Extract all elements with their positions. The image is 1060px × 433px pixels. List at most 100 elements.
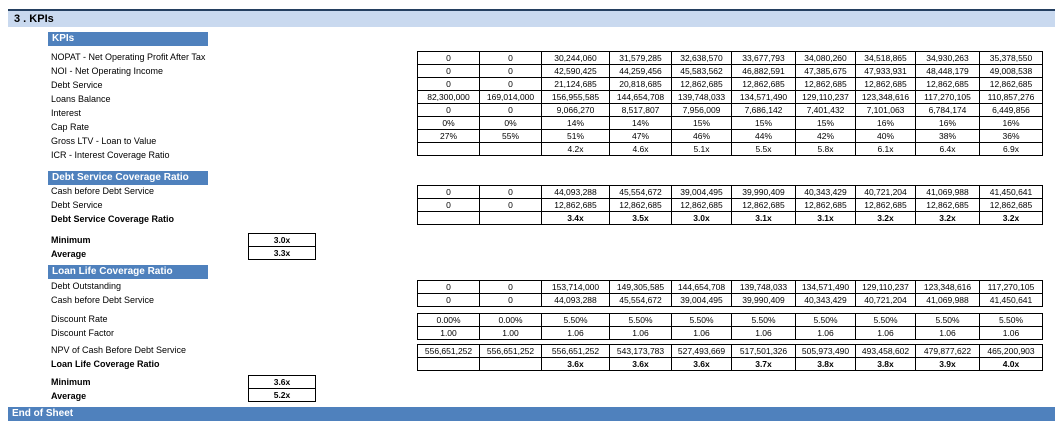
table-row: 0% 0% 14% 14% 15% 15% 15% 16% 16% 16% [417, 116, 1043, 130]
table-cell: 0 [479, 77, 542, 91]
table-cell: 1.06 [979, 326, 1043, 340]
table-cell: 5.50% [855, 313, 916, 327]
dscr-heading: Debt Service Coverage Ratio [48, 171, 208, 185]
table-cell: 45,554,672 [609, 185, 672, 199]
table-cell: 493,458,602 [855, 344, 916, 358]
table-cell: 0% [479, 116, 542, 130]
table-cell: 44,259,456 [609, 64, 672, 78]
table-cell: 479,877,622 [915, 344, 980, 358]
llcr-minimum-label: Minimum [51, 377, 91, 387]
table-cell: 47,933,931 [855, 64, 916, 78]
table-cell: 1.06 [609, 326, 672, 340]
table-cell: 45,554,672 [609, 293, 672, 307]
table-cell: 465,200,903 [979, 344, 1043, 358]
table-cell: 15% [671, 116, 732, 130]
table-cell: 34,080,260 [795, 51, 856, 65]
table-cell: 1.06 [795, 326, 856, 340]
table-cell: 0 [479, 293, 542, 307]
table-cell: 0 [479, 198, 542, 212]
section-header: 3 . KPIs [8, 11, 1055, 27]
llcr-average-label: Average [51, 391, 87, 401]
table-cell: 41,450,641 [979, 293, 1043, 307]
row-label: Debt Outstanding [51, 281, 122, 291]
table-cell: 4.2x [541, 142, 610, 156]
row-label: NPV of Cash Before Debt Service [51, 345, 187, 355]
table-cell: 134,571,490 [731, 90, 796, 104]
table-cell: 3.6x [609, 357, 672, 371]
table-row: 0 0 42,590,425 44,259,456 45,583,562 46,882,5… [417, 64, 1043, 78]
table-cell: 12,862,685 [855, 198, 916, 212]
row-label: Cash before Debt Service [51, 186, 155, 196]
table-cell: 3.6x [671, 357, 732, 371]
table-cell: 47,385,675 [795, 64, 856, 78]
table-cell: 34,930,263 [915, 51, 980, 65]
table-cell: 12,862,685 [979, 77, 1043, 91]
llcr-table-discount: 0.00% 0.00% 5.50% 5.50% 5.50% 5.50% 5.50% 5.50%… [417, 313, 1043, 340]
row-label: Debt Service [51, 80, 103, 90]
table-cell [417, 142, 480, 156]
table-cell: 0 [417, 77, 480, 91]
table-cell: 9,066,270 [541, 103, 610, 117]
table-row: 3.4x 3.5x 3.0x 3.1x 3.1x 3.2x 3.2x 3.2x [417, 211, 1043, 225]
dscr-average-label: Average [51, 249, 87, 259]
table-cell: 134,571,490 [795, 280, 856, 294]
table-cell: 12,862,685 [915, 198, 980, 212]
section-top-border [8, 9, 1055, 11]
table-cell: 40,343,429 [795, 293, 856, 307]
table-row: 27% 55% 51% 47% 46% 44% 42% 40% 38% 36% [417, 129, 1043, 143]
table-cell: 21,124,685 [541, 77, 610, 91]
table-cell: 15% [731, 116, 796, 130]
table-cell: 110,857,276 [979, 90, 1043, 104]
table-cell: 5.50% [979, 313, 1043, 327]
table-cell: 82,300,000 [417, 90, 480, 104]
table-cell: 139,748,033 [671, 90, 732, 104]
table-row: 3.6x 3.6x 3.6x 3.7x 3.8x 3.8x 3.9x 4.0x [417, 357, 1043, 371]
table-cell: 14% [609, 116, 672, 130]
table-cell: 129,110,237 [795, 90, 856, 104]
table-cell: 6,449,856 [979, 103, 1043, 117]
table-cell: 123,348,616 [915, 280, 980, 294]
llcr-summary-box: 3.6x 5.2x [248, 375, 316, 402]
table-cell: 3.6x [541, 357, 610, 371]
table-cell: 5.8x [795, 142, 856, 156]
table-row: 0 0 9,066,270 8,517,807 7,956,009 7,686,142 7,… [417, 103, 1043, 117]
llcr-heading: Loan Life Coverage Ratio [48, 265, 208, 279]
table-cell: 6.1x [855, 142, 916, 156]
table-cell: 3.0x [671, 211, 732, 225]
table-row: 82,300,000 169,014,000 156,955,585 144,654,… [417, 90, 1043, 104]
table-cell: 1.06 [541, 326, 610, 340]
table-cell: 12,862,685 [541, 198, 610, 212]
table-cell: 0 [417, 51, 480, 65]
table-cell: 3.1x [731, 211, 796, 225]
table-cell: 39,990,409 [731, 185, 796, 199]
table-cell: 36% [979, 129, 1043, 143]
table-cell: 16% [979, 116, 1043, 130]
table-cell: 46,882,591 [731, 64, 796, 78]
table-cell: 517,501,326 [731, 344, 796, 358]
table-cell: 42,590,425 [541, 64, 610, 78]
table-cell: 14% [541, 116, 610, 130]
table-cell: 40,343,429 [795, 185, 856, 199]
table-cell: 0% [417, 116, 480, 130]
table-cell: 12,862,685 [795, 77, 856, 91]
table-cell: 139,748,033 [731, 280, 796, 294]
row-label: Interest [51, 108, 82, 118]
table-cell: 55% [479, 129, 542, 143]
table-cell: 12,862,685 [671, 77, 732, 91]
end-of-sheet-label: End of Sheet [12, 408, 74, 419]
table-cell: 12,862,685 [979, 198, 1043, 212]
table-cell: 8,517,807 [609, 103, 672, 117]
table-cell: 7,401,432 [795, 103, 856, 117]
dscr-table: 0 0 44,093,288 45,554,672 39,004,495 39,990,4… [417, 185, 1043, 225]
table-cell: 1.06 [671, 326, 732, 340]
table-cell: 12,862,685 [915, 77, 980, 91]
table-cell: 12,862,685 [795, 198, 856, 212]
end-of-sheet-bar: End of Sheet [8, 407, 1055, 421]
table-cell: 1.06 [855, 326, 916, 340]
table-cell: 0 [417, 280, 480, 294]
row-label: NOI - Net Operating Income [51, 66, 164, 76]
table-cell: 0 [417, 293, 480, 307]
table-cell: 5.50% [915, 313, 980, 327]
table-cell: 527,493,669 [671, 344, 732, 358]
table-cell: 33,677,793 [731, 51, 796, 65]
